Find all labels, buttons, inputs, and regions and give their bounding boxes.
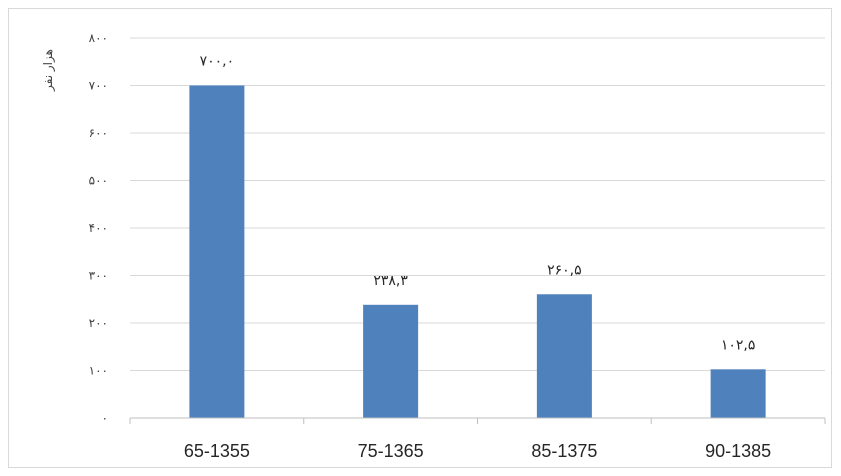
y-tick-label: ٨٠٠ <box>89 31 108 45</box>
y-tick-label: ۶٠٠ <box>89 126 108 140</box>
data-label: ١٠٢,۵ <box>721 337 756 353</box>
axes <box>129 417 826 424</box>
category-label: 85-1375 <box>531 441 597 461</box>
labels: ٠ ١٠٠ ٢٠٠ ٣٠٠ ۴٠٠ ۵٠٠ ۶٠٠ ٧٠٠ ٨٠٠ ٧٠٠,٠ 65-1355 ٢٣٨… <box>89 31 772 461</box>
gridlines <box>130 37 825 371</box>
y-tick-label: ٧٠٠ <box>89 79 108 93</box>
bar <box>363 304 419 418</box>
y-tick-label: ١٠٠ <box>89 364 108 378</box>
y-tick-label: ٣٠٠ <box>89 269 108 283</box>
bar <box>189 85 245 418</box>
category-label: 65-1355 <box>184 441 250 461</box>
y-tick-label: ۵٠٠ <box>89 174 108 188</box>
bars <box>189 85 766 418</box>
category-label: 90-1385 <box>705 441 771 461</box>
y-tick-label: ٢٠٠ <box>89 316 108 330</box>
y-tick-label: ۴٠٠ <box>89 221 108 235</box>
y-tick-label: ٠ <box>102 411 108 425</box>
category-label: 75-1365 <box>358 441 424 461</box>
y-axis-label: هزار نفر <box>41 49 56 92</box>
data-label: ٢۶٠,۵ <box>547 262 582 278</box>
data-label: ٧٠٠,٠ <box>200 54 235 70</box>
chart-frame <box>8 8 832 468</box>
bar <box>710 369 766 418</box>
data-label: ٢٣٨,٣ <box>373 273 408 289</box>
bar <box>536 294 592 418</box>
